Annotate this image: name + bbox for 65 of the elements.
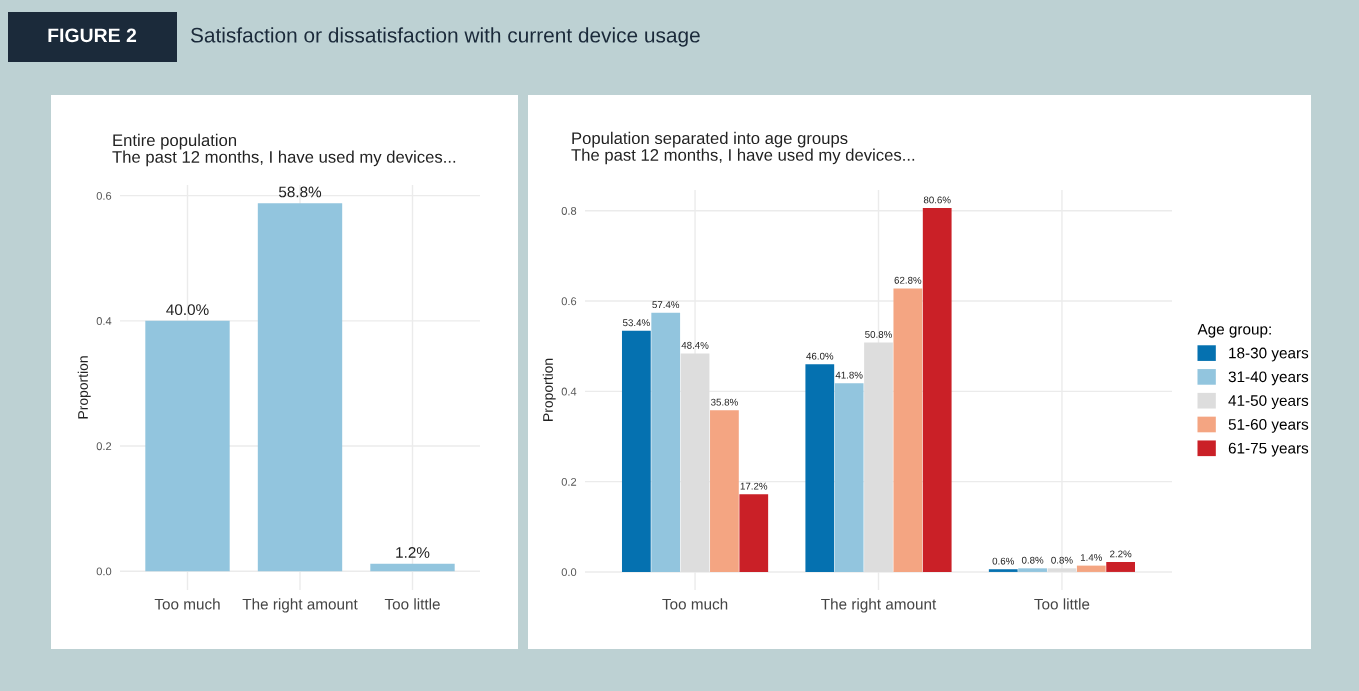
x-tick-label: The right amount bbox=[242, 598, 358, 613]
data-label: 1.4% bbox=[1080, 554, 1103, 561]
y-axis-title: Proportion bbox=[542, 358, 556, 421]
y-tick-label: 0.8 bbox=[561, 207, 577, 215]
chart-title: Entire population bbox=[113, 133, 237, 150]
data-label: 0.8% bbox=[1051, 556, 1073, 564]
bar bbox=[922, 208, 952, 572]
bar bbox=[145, 320, 230, 572]
bar bbox=[739, 494, 769, 572]
data-label: 40.0% bbox=[166, 304, 209, 316]
caption: FIGURE 2 bbox=[48, 28, 137, 43]
data-label: 1.2% bbox=[396, 547, 430, 558]
data-label: 58.8% bbox=[278, 186, 322, 198]
data-label: 0.8% bbox=[1021, 556, 1044, 564]
data-label: 53.4% bbox=[622, 319, 650, 327]
bar bbox=[805, 364, 835, 572]
data-label: 57.4% bbox=[652, 301, 680, 309]
data-label: 80.6% bbox=[923, 196, 951, 204]
legend-label: 61-75 years bbox=[1228, 442, 1309, 457]
data-label: 35.8% bbox=[711, 398, 738, 406]
data-label: 50.8% bbox=[865, 331, 892, 338]
legend-label: 41-50 years bbox=[1228, 395, 1309, 410]
data-label: 17.2% bbox=[740, 482, 768, 490]
x-tick-label: Too much bbox=[154, 598, 220, 610]
y-tick-label: 0.4 bbox=[561, 387, 577, 396]
bar bbox=[1018, 568, 1047, 572]
y-tick-label: 0.4 bbox=[96, 317, 112, 325]
y-tick-label: 0.0 bbox=[96, 567, 112, 576]
data-label: 2.2% bbox=[1110, 550, 1132, 558]
bar bbox=[834, 383, 864, 572]
bar bbox=[988, 569, 1018, 572]
chart-title: Population separated into age groups bbox=[572, 131, 848, 148]
bar bbox=[370, 563, 455, 572]
x-tick-label: The right amount bbox=[821, 598, 937, 613]
y-tick-label: 0.2 bbox=[96, 442, 112, 451]
chart-subtitle: The past 12 months, I have used my devices... bbox=[112, 150, 456, 167]
bar bbox=[864, 342, 893, 572]
bar bbox=[893, 288, 923, 572]
data-label: 46.0% bbox=[806, 352, 834, 360]
bar bbox=[257, 203, 343, 572]
bar bbox=[651, 312, 681, 572]
y-tick-label: 0.2 bbox=[561, 477, 577, 486]
chart-subtitle: The past 12 months, I have used my devices... bbox=[571, 148, 915, 165]
x-tick-label: Too little bbox=[384, 598, 440, 610]
x-tick-label: Too little bbox=[1034, 598, 1090, 610]
data-label: 0.6% bbox=[992, 557, 1014, 565]
legend-label: 51-60 years bbox=[1228, 418, 1309, 433]
text: Satisfaction or dissatisfaction with current device usage bbox=[190, 27, 700, 47]
legend-label: 31-40 years bbox=[1228, 371, 1309, 386]
y-tick-label: 0.6 bbox=[96, 191, 112, 200]
legend-label: 18-30 years bbox=[1229, 347, 1309, 362]
data-label: 48.4% bbox=[681, 341, 709, 349]
legend-title: Age group: bbox=[1197, 323, 1271, 338]
bar bbox=[680, 353, 710, 572]
data-label: 41.8% bbox=[835, 371, 863, 379]
bar bbox=[621, 330, 651, 572]
bar bbox=[1076, 565, 1106, 572]
data-label: 62.8% bbox=[894, 276, 922, 284]
bar bbox=[1106, 562, 1136, 572]
y-axis-title: Proportion bbox=[77, 356, 91, 419]
bar bbox=[1047, 568, 1077, 572]
bar bbox=[710, 410, 739, 572]
y-tick-label: 0.0 bbox=[561, 568, 577, 577]
x-tick-label: Too much bbox=[662, 598, 728, 610]
y-tick-label: 0.6 bbox=[561, 297, 577, 306]
